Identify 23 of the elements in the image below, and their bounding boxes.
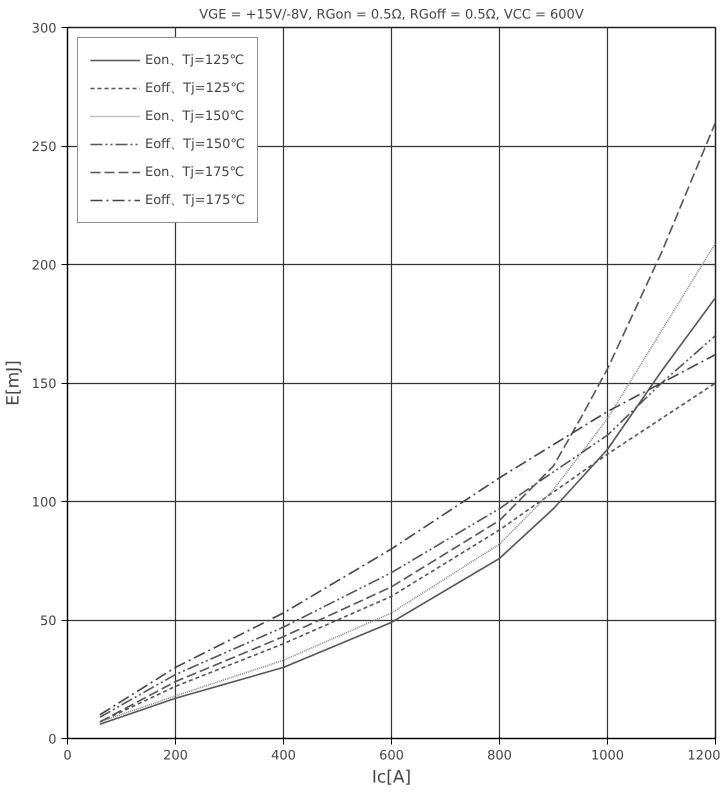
y-tick-label: 250 xyxy=(32,140,57,155)
x-tick-label: 1000 xyxy=(590,748,624,764)
legend-label: Eon、Tj=175℃ xyxy=(145,164,244,181)
legend-label: Eoff、Tj=175℃ xyxy=(145,192,245,209)
y-tick-label: 0 xyxy=(48,732,57,748)
legend-label: Eoff、Tj=125℃ xyxy=(145,80,245,97)
legend-label: Eon、Tj=150℃ xyxy=(145,108,244,125)
x-tick-label: 400 xyxy=(271,748,296,764)
x-tick-label: 1200 xyxy=(687,748,721,764)
y-tick-label: 50 xyxy=(40,614,57,629)
x-axis-title: Ic[A] xyxy=(372,768,412,788)
y-tick-label: 100 xyxy=(32,496,57,510)
legend-label: Eon、Tj=125℃ xyxy=(145,52,244,69)
x-tick-label: 600 xyxy=(379,748,404,764)
x-tick-label: 800 xyxy=(487,748,512,764)
y-tick-label: 200 xyxy=(32,258,57,274)
y-tick-label: 300 xyxy=(32,22,57,36)
x-tick-label: 0 xyxy=(63,748,72,764)
chart-title: VGE = +15V/-8V, RGon = 0.5Ω, RGoff = 0.5Ω, VCC = 600V xyxy=(199,8,584,22)
legend-label: Eoff、Tj=150℃ xyxy=(145,136,245,153)
y-tick-label: 150 xyxy=(32,377,57,392)
x-tick-label: 200 xyxy=(163,748,188,764)
y-axis-title: E[mJ] xyxy=(4,360,24,406)
